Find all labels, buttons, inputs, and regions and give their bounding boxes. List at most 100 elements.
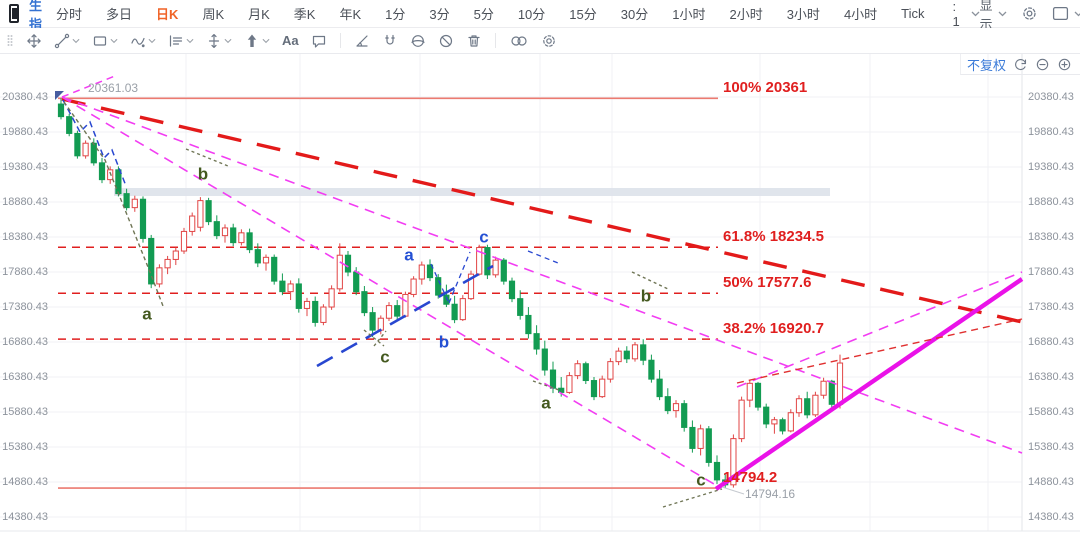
olive-guide-c1a[interactable] [363,329,385,347]
text-tool[interactable]: Aa [278,31,303,50]
layout-template-icon [1052,6,1069,21]
settings-tool[interactable] [537,31,561,51]
timeframe-item[interactable]: 3小时 [786,7,820,22]
timeframe-item[interactable]: 季K [293,7,316,22]
wave-label[interactable]: b [438,332,450,352]
angle-tool[interactable] [350,31,374,51]
timeframe-item[interactable]: Tick [901,6,925,21]
angle-icon [354,33,370,49]
candle-body [246,232,253,251]
visibility-icon [410,33,426,49]
layout-template-button[interactable] [1052,6,1080,21]
fib-level-label[interactable]: 14794.2 [723,469,778,487]
shapes-tool[interactable] [88,31,122,51]
wave-label[interactable]: a [142,304,152,324]
timeframe-item[interactable]: 4小时 [843,7,878,22]
timeframe-item[interactable]: 5分 [473,7,494,22]
gear-icon[interactable] [1021,5,1038,22]
olive-guide-a2[interactable] [532,380,563,392]
blue-impulse-line[interactable] [316,264,494,368]
visibility-tool[interactable] [406,31,430,51]
olive-guide-b1[interactable] [185,148,229,167]
timeframe-item[interactable]: 3分 [429,7,450,22]
price-axis-label-right: 15880.43 [1028,405,1074,418]
fib-level-label[interactable]: 38.2% 16920.7 [723,320,824,338]
fib-level-label[interactable]: 50% 17577.6 [723,274,812,292]
candlestick-chart-canvas[interactable] [0,54,1080,538]
adjustment-toggle[interactable]: 不复权 [966,57,1006,73]
blue-wave-mark-3[interactable] [527,250,559,264]
fib-level-label[interactable]: 61.8% 18234.5 [723,228,824,246]
price-axis-label-right: 19880.43 [1028,125,1074,138]
low-callout-line[interactable] [721,486,745,495]
timeframe-item[interactable]: 1分 [385,7,406,22]
blue-wave-mark-2[interactable] [448,251,471,304]
ban-tool[interactable] [434,31,458,51]
olive-guide-b2[interactable] [631,271,669,290]
timeframe-item[interactable]: 分时 [56,7,83,22]
trendline-tool[interactable] [50,31,84,51]
wave-label[interactable]: a [541,393,551,413]
trash-tool[interactable] [462,31,486,51]
timeframe-item[interactable]: 10分 [517,7,546,22]
candle-body [418,264,425,280]
arrow-up-tool[interactable] [240,31,274,51]
wave-label[interactable]: a [404,245,414,265]
price-axis-label-right: 17380.43 [1028,300,1074,313]
fib-level-label[interactable]: 100% 20361 [723,79,808,97]
red-up-channel-line[interactable] [736,318,1023,384]
price-axis-label-left: 16380.43 [2,370,48,383]
timeframe-item[interactable]: 年K [339,7,362,22]
wave-label[interactable]: b [197,164,209,184]
reset-zoom-icon[interactable] [1013,57,1028,72]
timeframe-item[interactable]: 15分 [569,7,597,22]
candle-body [353,271,360,293]
drag-handle-tool[interactable] [2,31,18,51]
app-logo-icon[interactable] [9,4,19,23]
annotation-lines-tool[interactable] [164,31,198,51]
magenta-support-line[interactable] [714,277,1024,491]
wave-label[interactable]: b [640,286,652,306]
blue-wave-mark-1[interactable] [430,263,450,304]
zoom-out-icon[interactable] [1035,57,1050,72]
timeframe-item[interactable]: 周K [202,7,225,22]
price-axis-label-left: 20380.43 [2,90,48,103]
wave-label[interactable]: c [479,227,489,247]
price-axis-label-right: 15380.43 [1028,440,1074,453]
candle-body [525,314,532,335]
magnet-tool[interactable] [378,31,402,51]
comment-tool[interactable] [307,31,331,51]
wave-label[interactable]: c [696,470,706,490]
candle-body [459,298,466,321]
wave-tool[interactable] [126,31,160,51]
blue-peak-zigzag[interactable] [62,99,127,187]
timeframe-item[interactable]: 2小时 [729,7,763,22]
timeframe-item[interactable]: 日K [156,7,179,22]
wave-label[interactable]: c [380,347,390,367]
price-axis-label-left: 15880.43 [2,405,48,418]
timeframe-item[interactable]: 月K [248,7,270,22]
cross-move-tool[interactable] [22,31,46,51]
candle-body [164,258,171,269]
timeframe-item[interactable]: 多日 [106,7,133,22]
timeframe-item[interactable]: 1小时 [672,7,706,22]
candle-body [410,278,417,295]
candle-body [795,398,803,414]
price-axis-label-left: 14380.43 [2,510,48,523]
candle-body [344,254,352,273]
price-axis-label-right: 16880.43 [1028,335,1074,348]
measure-tool[interactable] [202,31,236,51]
olive-guide-c2[interactable] [662,488,723,508]
major-downtrend-line[interactable] [61,97,1023,324]
link-circles-tool[interactable] [505,31,533,51]
magenta-fan-line-1[interactable] [61,96,1023,454]
olive-peak-guide[interactable] [63,101,164,307]
zoom-in-icon[interactable] [1057,57,1072,72]
candle-body [713,461,721,481]
candle-body [541,348,548,371]
display-menu[interactable]: 显示 [980,0,1008,33]
magenta-up-channel-line[interactable] [736,271,1023,388]
magenta-fan-line-2[interactable] [61,96,720,488]
timeframe-item[interactable]: 30分 [620,7,649,22]
magenta-peak-tail[interactable] [61,75,116,98]
